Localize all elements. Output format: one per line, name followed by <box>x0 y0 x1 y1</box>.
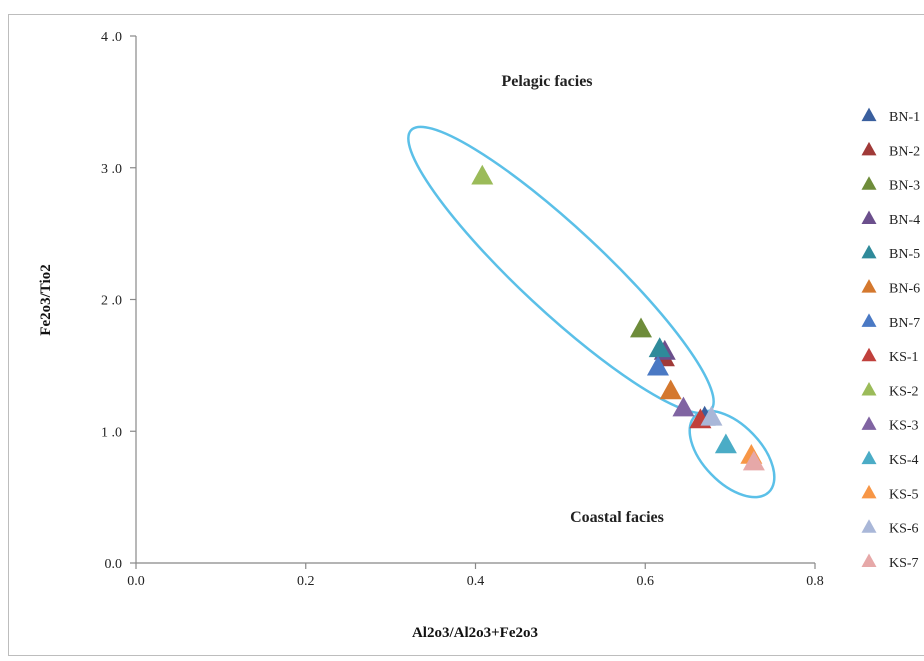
legend-marker-bn-2 <box>861 141 877 156</box>
legend-label-ks-6: KS-6 <box>889 522 919 537</box>
y-axis-title: Fe2o3/Tio2 <box>38 264 54 335</box>
chart-frame <box>8 14 924 656</box>
legend-marker-ks-5 <box>861 484 877 499</box>
data-point-ks-4 <box>714 433 737 454</box>
legend-marker-ks-6 <box>861 519 877 533</box>
y-tick-label: 4 .0 <box>101 30 122 45</box>
legend-marker-bn-4 <box>861 210 877 225</box>
legend-marker-ks-3 <box>861 416 877 430</box>
legend-marker-ks-1 <box>861 347 877 362</box>
y-tick-label: 3 .0 <box>101 162 122 177</box>
y-tick-label: 1 .0 <box>101 425 122 440</box>
legend-marker-ks-4 <box>861 450 877 465</box>
legend-label-ks-7: KS-7 <box>889 556 919 571</box>
pelagic-facies-label: Pelagic facies <box>501 73 592 90</box>
x-tick-label: 0.4 <box>467 574 485 589</box>
chart-labels: Al2o3/Al2o3+Fe2o3 Fe2o3/Tio2 Pelagic fac… <box>38 73 664 641</box>
legend-label-bn-3: BN-3 <box>889 179 920 194</box>
x-axis-title: Al2o3/Al2o3+Fe2o3 <box>412 625 538 641</box>
legend-label-bn-6: BN-6 <box>889 282 920 297</box>
data-points <box>471 164 765 471</box>
legend-marker-ks-7 <box>861 553 877 568</box>
x-tick-label: 0.8 <box>806 574 824 589</box>
legend-marker-bn-6 <box>861 279 877 293</box>
legend-label-bn-2: BN-2 <box>889 144 920 159</box>
legend-marker-bn-1 <box>861 107 877 122</box>
data-point-ks-7 <box>742 450 765 471</box>
legend-marker-bn-3 <box>861 176 877 190</box>
legend-label-bn-5: BN-5 <box>889 247 920 262</box>
legend-marker-bn-5 <box>861 244 877 259</box>
y-tick-label: 0.0 <box>105 557 123 572</box>
legend-label-bn-4: BN-4 <box>889 213 920 228</box>
legend-label-ks-1: KS-1 <box>889 350 919 365</box>
data-point-bn-7 <box>646 355 669 376</box>
legend: BN-1 BN-2 BN-3 BN-4 BN-5 BN-6 BN-7 KS-1 KS-2 KS-3… <box>861 107 920 571</box>
legend-label-ks-5: KS-5 <box>889 487 919 502</box>
data-point-bn-5 <box>648 337 671 358</box>
legend-label-ks-2: KS-2 <box>889 384 919 399</box>
y-tick-label: 2 .0 <box>101 294 122 309</box>
legend-label-ks-3: KS-3 <box>889 419 919 434</box>
data-point-bn-6 <box>659 379 682 400</box>
x-tick-label: 0.6 <box>637 574 655 589</box>
coastal-facies-label: Coastal facies <box>570 509 664 526</box>
data-point-bn-3 <box>630 317 653 338</box>
data-point-ks-6 <box>700 405 723 426</box>
pelagic-facies-ellipse <box>407 125 715 415</box>
x-tick-label: 0.2 <box>297 574 315 589</box>
legend-marker-ks-2 <box>861 382 877 396</box>
x-tick-label: 0.0 <box>127 574 145 589</box>
legend-label-bn-7: BN-7 <box>889 316 920 331</box>
legend-marker-bn-7 <box>861 313 877 327</box>
data-point-ks-3 <box>672 396 695 417</box>
data-point-ks-2 <box>471 164 494 185</box>
coastal-facies-ellipse <box>688 409 776 499</box>
axes: 0.0 0.2 0.4 0.6 0.8 0.0 1 .0 2 .0 3 .0 4 .0 <box>101 30 824 589</box>
legend-label-bn-1: BN-1 <box>889 110 920 125</box>
legend-label-ks-4: KS-4 <box>889 453 919 468</box>
